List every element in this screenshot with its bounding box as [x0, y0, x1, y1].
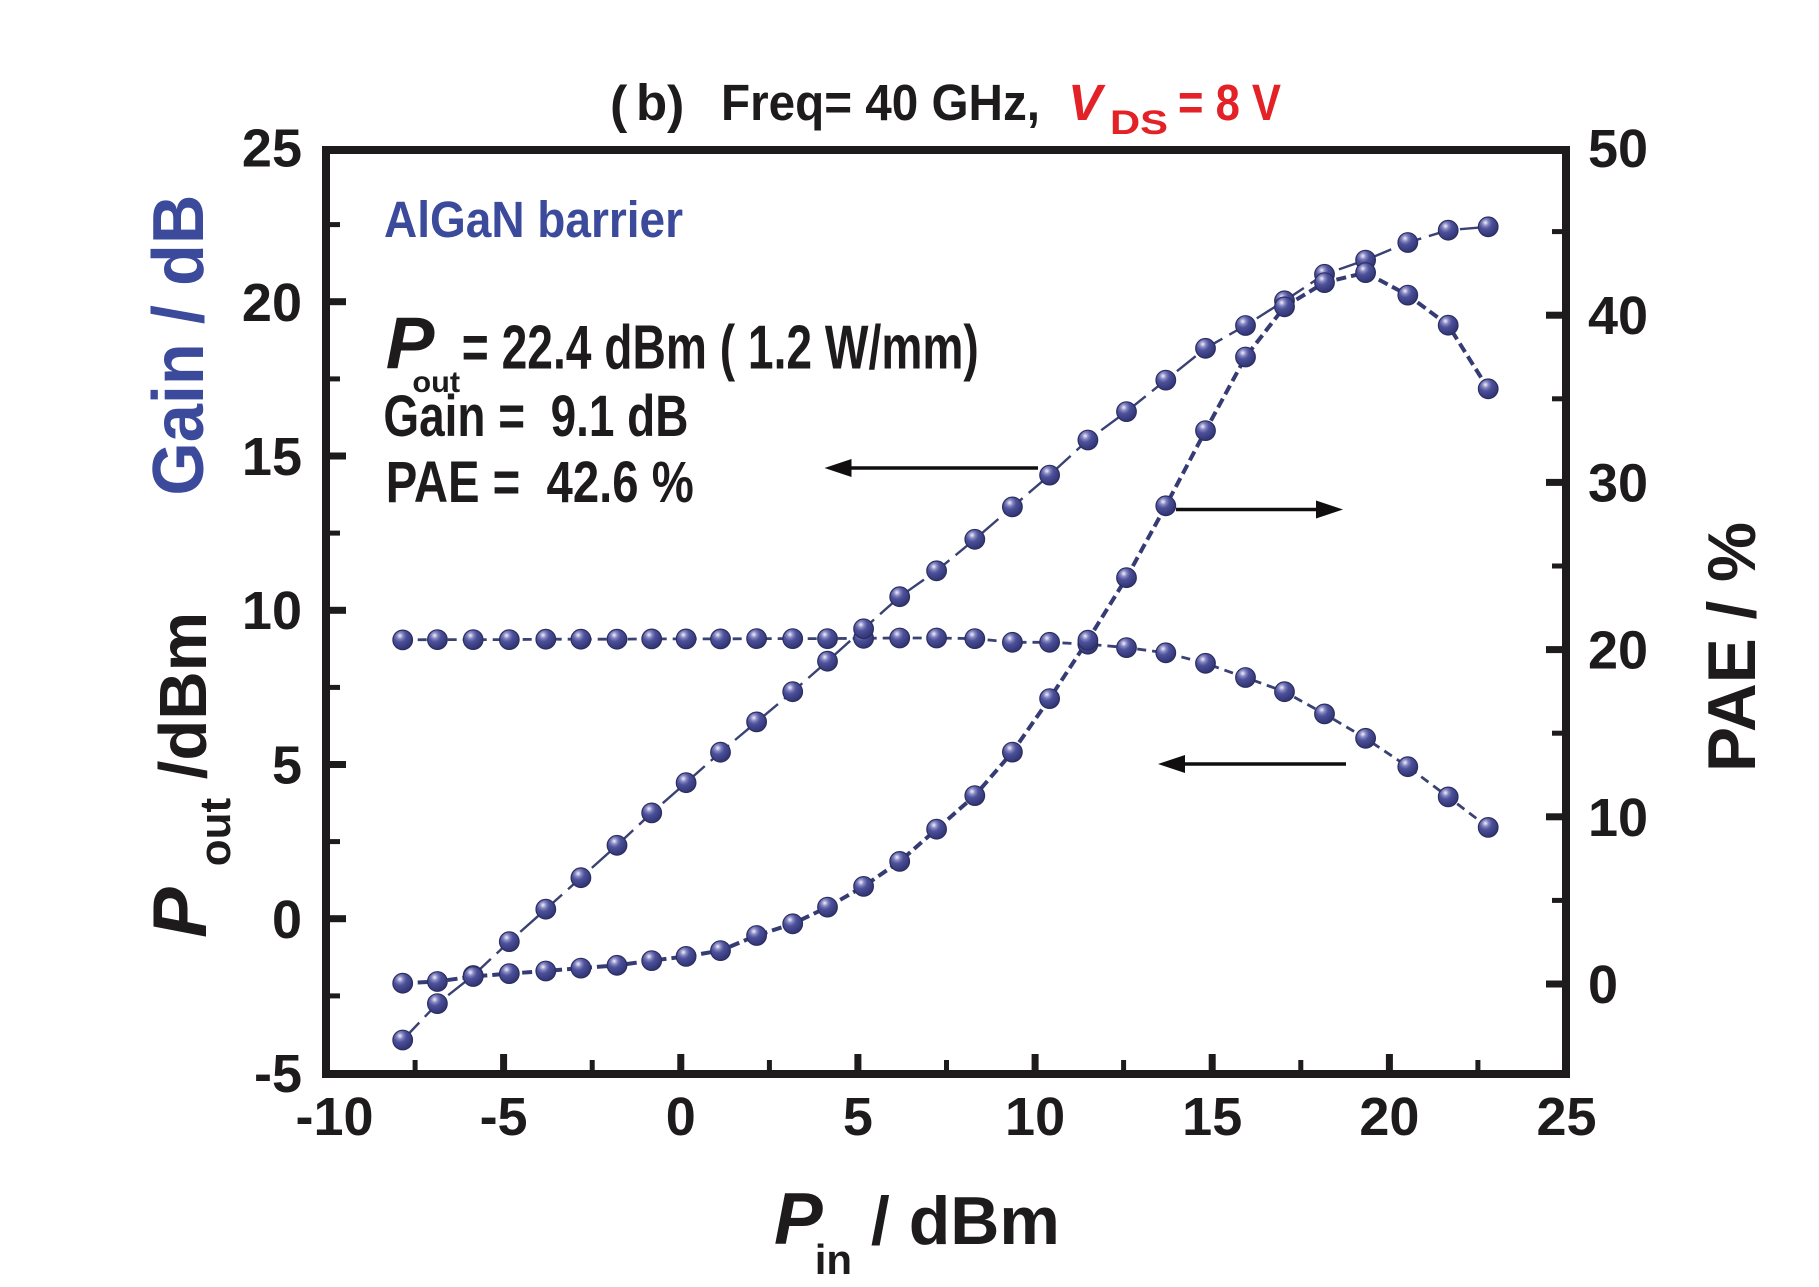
svg-text:b: b	[636, 74, 667, 131]
svg-text:10: 10	[242, 581, 302, 641]
svg-text:-10: -10	[295, 1087, 373, 1147]
svg-text:(: (	[610, 76, 628, 134]
svg-text:0: 0	[666, 1087, 696, 1147]
svg-text:5: 5	[272, 736, 302, 796]
svg-text:V: V	[1068, 74, 1106, 131]
svg-text:0: 0	[1588, 955, 1618, 1015]
svg-text:15: 15	[1182, 1087, 1242, 1147]
svg-text:10: 10	[1005, 1087, 1065, 1147]
svg-text:PAE / %: PAE / %	[1694, 522, 1770, 772]
svg-text:50: 50	[1588, 119, 1648, 179]
svg-text:5: 5	[843, 1087, 873, 1147]
svg-text:10: 10	[1588, 788, 1648, 848]
svg-text:AlGaN barrier: AlGaN barrier	[384, 191, 683, 248]
svg-text:Freq= 40 GHz,: Freq= 40 GHz,	[721, 74, 1040, 131]
svg-text:DS: DS	[1110, 104, 1168, 142]
svg-text:= 8 V: = 8 V	[1178, 74, 1281, 131]
svg-text:20: 20	[1359, 1087, 1419, 1147]
svg-text:Gain / dB: Gain / dB	[139, 195, 219, 496]
svg-text:Pout /dBm: Pout /dBm	[138, 612, 240, 938]
svg-text:15: 15	[242, 427, 302, 487]
svg-text:Gain = 9.1 dB: Gain = 9.1 dB	[383, 384, 688, 449]
svg-text:out: out	[412, 366, 460, 399]
svg-text:20: 20	[242, 273, 302, 333]
svg-text:P: P	[386, 304, 435, 385]
svg-text:-5: -5	[480, 1087, 528, 1147]
svg-text:20: 20	[1588, 621, 1648, 681]
svg-text:PAE = 42.6 %: PAE = 42.6 %	[386, 450, 694, 515]
svg-text:30: 30	[1588, 453, 1648, 513]
svg-text:-5: -5	[254, 1044, 302, 1104]
svg-text:): )	[667, 76, 684, 134]
svg-text:25: 25	[1536, 1087, 1596, 1147]
svg-text:= 22.4 dBm ( 1.2 W/mm): = 22.4 dBm ( 1.2 W/mm)	[462, 314, 979, 383]
svg-text:40: 40	[1588, 286, 1648, 346]
svg-text:25: 25	[242, 119, 302, 179]
svg-text:0: 0	[272, 890, 302, 950]
svg-text:Pin / dBm: Pin / dBm	[774, 1179, 1060, 1283]
